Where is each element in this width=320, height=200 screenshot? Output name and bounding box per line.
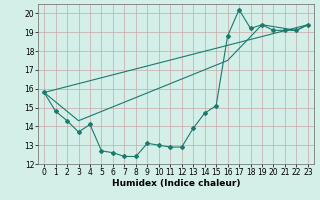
X-axis label: Humidex (Indice chaleur): Humidex (Indice chaleur) — [112, 179, 240, 188]
